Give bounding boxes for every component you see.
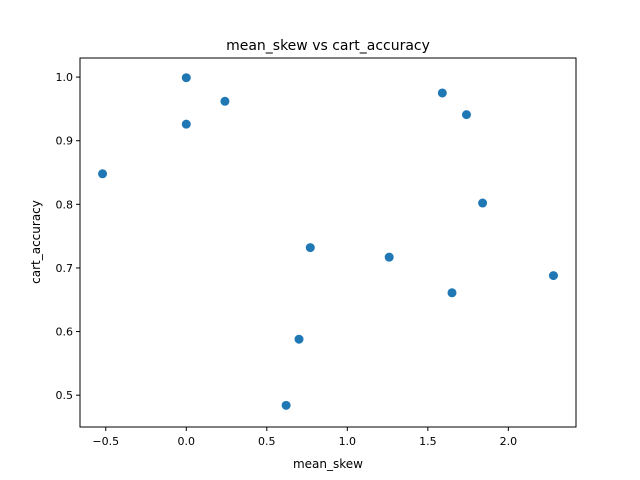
y-axis-label: cart_accuracy bbox=[29, 200, 43, 284]
x-tick-label: 1.0 bbox=[339, 435, 357, 448]
y-tick-label: 0.8 bbox=[56, 198, 74, 211]
data-point bbox=[98, 169, 108, 179]
x-tick-label: 1.5 bbox=[419, 435, 437, 448]
data-point bbox=[437, 88, 447, 98]
x-tick-label: 0.0 bbox=[178, 435, 196, 448]
y-tick-label: 0.6 bbox=[56, 326, 74, 339]
chart-title: mean_skew vs cart_accuracy bbox=[226, 38, 430, 54]
plot-area: −0.5 0.0 0.5 1.0 1.5 2.0 0.5 0.6 0.7 0.8 0.9 1.0 bbox=[56, 71, 558, 448]
y-tick-label: 1.0 bbox=[56, 71, 74, 84]
y-tick-label: 0.5 bbox=[56, 389, 74, 402]
data-point bbox=[478, 198, 488, 208]
data-point bbox=[220, 96, 230, 106]
x-tick-label: 2.0 bbox=[500, 435, 518, 448]
x-tick-label: 0.5 bbox=[258, 435, 276, 448]
axes-frame bbox=[79, 57, 577, 428]
data-point bbox=[384, 252, 394, 262]
x-axis-label: mean_skew bbox=[293, 457, 363, 471]
data-point bbox=[305, 243, 315, 253]
data-point bbox=[548, 271, 558, 281]
y-tick-label: 0.7 bbox=[56, 262, 74, 275]
x-tick-label: −0.5 bbox=[92, 435, 119, 448]
y-tick-label: 0.9 bbox=[56, 135, 74, 148]
data-point bbox=[447, 288, 457, 298]
data-point bbox=[294, 334, 304, 344]
data-point bbox=[461, 110, 471, 120]
data-point bbox=[181, 119, 191, 129]
data-point bbox=[281, 400, 291, 410]
data-point bbox=[181, 73, 191, 83]
